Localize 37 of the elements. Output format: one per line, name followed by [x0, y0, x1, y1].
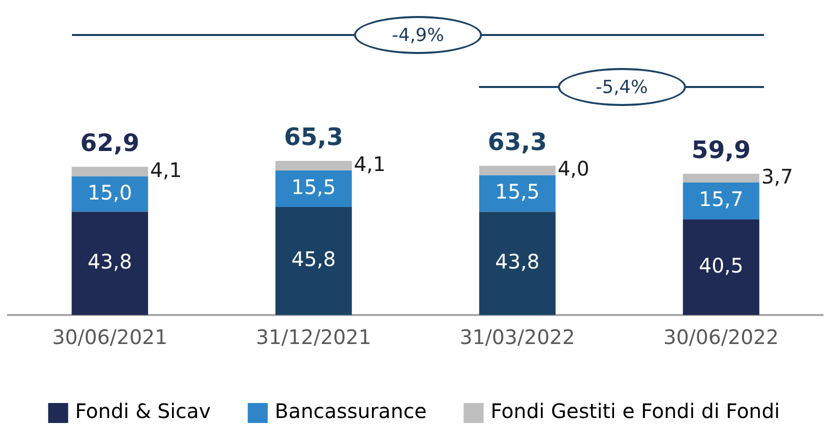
data-label: 15,5 [291, 174, 336, 199]
total-label: 65,3 [284, 123, 344, 152]
bar [275, 207, 352, 315]
legend-label: Fondi & Sicav [75, 399, 211, 424]
bar [275, 170, 352, 208]
bar [72, 212, 148, 315]
data-label: 3,7 [761, 164, 794, 188]
bar [72, 166, 148, 176]
comparison-bracket: -5,4% [479, 68, 764, 106]
bar [479, 175, 556, 212]
data-label: 4,0 [558, 156, 590, 181]
bar [682, 182, 760, 220]
comparison-bracket: -4,9% [72, 16, 764, 54]
x-tick-label: 31/12/2021 [256, 325, 372, 350]
x-tick-label: 30/06/2021 [52, 325, 168, 350]
bar [72, 176, 148, 212]
data-label: 40,5 [698, 253, 744, 278]
legend-label: Fondi Gestiti e Fondi di Fondi [490, 399, 780, 424]
bar [479, 212, 556, 315]
bar [682, 220, 760, 315]
total-label: 62,9 [80, 128, 140, 157]
data-label: 15,7 [698, 187, 744, 212]
data-label: 4,1 [150, 158, 182, 182]
bar [479, 166, 556, 176]
legend-label: Bancassurance [274, 399, 427, 424]
data-label: 43,8 [495, 250, 540, 274]
bar [682, 174, 760, 183]
x-tick-label: 31/03/2022 [460, 325, 576, 350]
data-label: 45,8 [291, 247, 336, 272]
data-label: 15,5 [495, 180, 540, 204]
data-label: 15,0 [88, 180, 132, 204]
bar [275, 160, 352, 171]
data-label: 4,1 [354, 152, 386, 176]
x-tick-label: 30/06/2022 [663, 325, 779, 350]
total-label: 63,3 [488, 128, 547, 156]
data-label: 43,8 [88, 250, 132, 274]
total-label: 59,9 [692, 136, 751, 164]
